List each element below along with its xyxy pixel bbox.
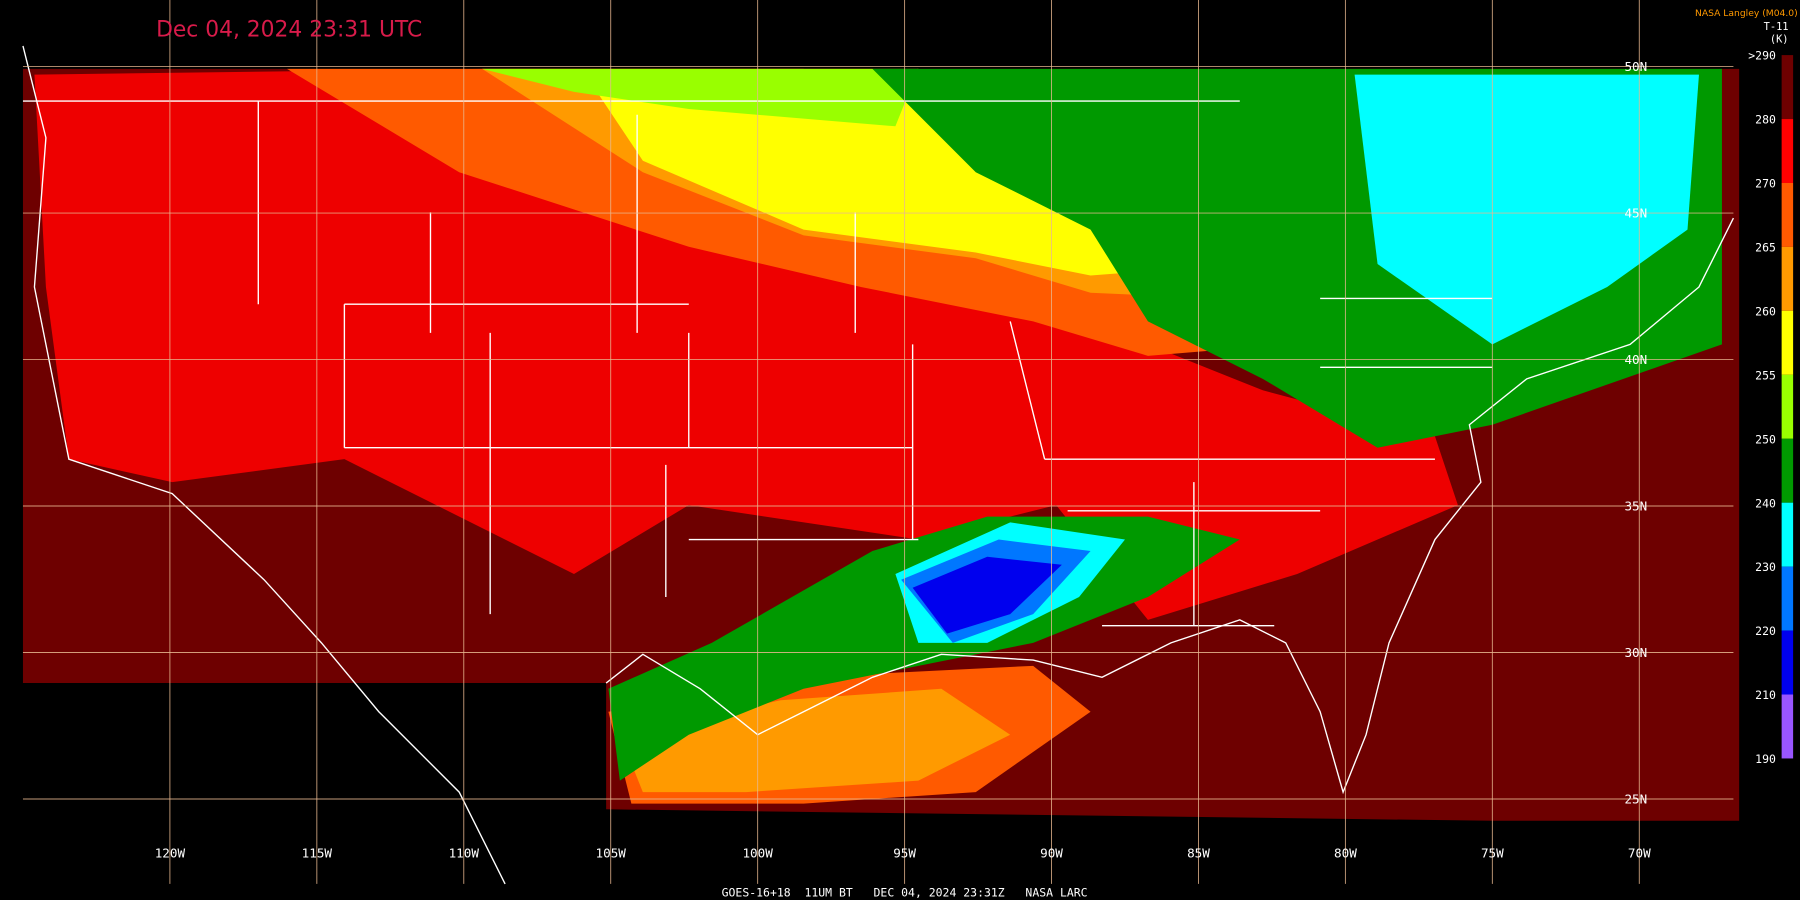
legend-label: 210 [1755,688,1776,702]
legend-swatch [1781,566,1794,631]
lon-label: 120W [155,846,186,861]
lat-label: 35N [1624,499,1647,514]
lat-label: 25N [1624,792,1647,807]
lat-label: 30N [1624,645,1647,660]
lon-label: 85W [1187,846,1210,861]
lon-label: 100W [742,846,773,861]
coastline [22,45,506,885]
footer: GOES-16+18 11UM BT DEC 04, 2024 23:31Z N… [722,886,1088,900]
legend-label: 250 [1755,432,1776,446]
lon-label: 105W [596,846,627,861]
lat-label: 50N [1624,59,1647,74]
cloud-region [34,68,1458,620]
legend-label: 260 [1755,304,1776,318]
lon-label: 80W [1334,846,1357,861]
lon-label: 75W [1481,846,1504,861]
legend-swatch [1781,246,1794,311]
legend-swatch [1781,374,1794,439]
cloud-region [912,556,1062,634]
legend-label: 190 [1755,752,1776,766]
legend-label: 280 [1755,113,1776,127]
legend-swatch [1781,630,1794,695]
legend-label: 240 [1755,496,1776,510]
lon-label: 110W [449,846,480,861]
legend: >290 280 270 265 260 255 250 240 230 220 210 190 [1748,49,1794,766]
legend-swatch [1781,119,1794,183]
state-border [22,100,1493,627]
legend-label: 230 [1755,560,1776,574]
legend-swatch [1781,502,1794,567]
lat-label: 40N [1624,352,1647,367]
cloud-region [482,68,919,127]
legend-title: T-11 [1764,21,1789,33]
lon-label: 115W [302,846,333,861]
legend-label: >290 [1748,49,1776,63]
coastline [605,217,1735,795]
lon-label: 90W [1040,846,1063,861]
legend-label: 255 [1755,368,1776,382]
lat-label: 45N [1624,206,1647,221]
lon-label: 70W [1628,846,1651,861]
legend-swatch [1781,310,1794,375]
coastlines [22,45,1735,885]
legend-swatch [1781,182,1794,247]
legend-swatch [1781,55,1794,120]
credit: NASA Langley (M04.0) [1695,8,1798,19]
legend-label: 265 [1755,241,1776,255]
map-title: Dec 04, 2024 23:31 UTC [156,18,422,43]
graticule: 120W 115W 110W 105W 100W 95W 90W 85W 80W 75W 70W 50… [22,0,1734,884]
legend-label: 220 [1755,624,1776,638]
legend-swatch [1781,694,1794,759]
legend-swatch [1781,438,1794,503]
legend-label: 270 [1755,177,1776,191]
legend-unit: (K) [1770,33,1789,45]
lon-label: 95W [893,846,916,861]
imagery [22,68,1740,821]
cloud-region [1354,74,1699,345]
